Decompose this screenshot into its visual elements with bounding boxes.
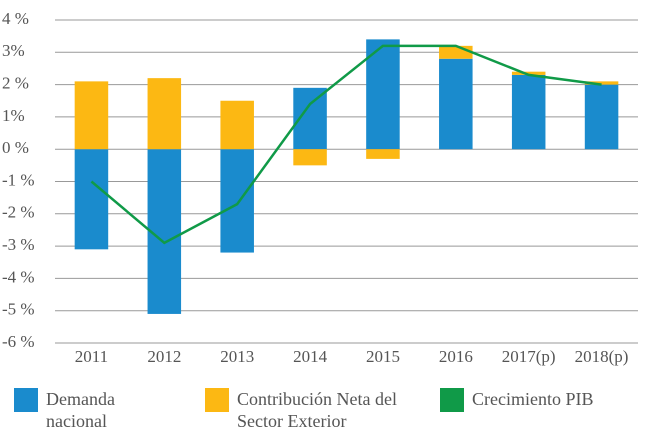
y-tick-label: -4 % [2, 267, 35, 286]
y-tick-label: -5 % [2, 300, 35, 319]
legend-item: Demanda nacional [14, 388, 164, 432]
legend-item: Contribución Neta del Sector Exterior [205, 388, 410, 432]
bar [439, 58, 473, 150]
legend-label: Contribución Neta del Sector Exterior [237, 389, 397, 431]
y-tick-label: 1% [2, 106, 25, 125]
y-tick-label: 4 % [2, 9, 29, 28]
bar [511, 71, 546, 75]
y-tick-label: 0 % [2, 138, 29, 157]
x-tick-label: 2016 [439, 347, 473, 366]
legend-swatch [440, 388, 464, 412]
bar [366, 39, 400, 150]
x-tick-label: 2018(p) [575, 347, 629, 366]
chart: 4 % 3% 2 % 1% 0 % -1 % -2 % -3 % -4 % -5 % -6 % 201… [2, 9, 638, 366]
x-tick-label: 2015 [366, 347, 400, 366]
x-tick-label: 2013 [220, 347, 254, 366]
y-tick-label: 3% [2, 41, 25, 60]
legend-label: Demanda nacional [46, 389, 115, 431]
bar [220, 100, 254, 150]
bar [439, 45, 473, 59]
y-tick-label: -3 % [2, 235, 35, 254]
bar [74, 81, 109, 150]
bar [511, 74, 546, 150]
x-tick-label: 2012 [147, 347, 181, 366]
x-tick-label: 2014 [293, 347, 328, 366]
legend: Demanda nacional Contribución Neta del Se… [0, 388, 651, 436]
legend-swatch [14, 388, 38, 412]
bar [584, 84, 619, 150]
line [90, 44, 602, 245]
bar [293, 149, 327, 166]
y-tick-label: -1 % [2, 170, 35, 189]
x-tick-label: 2017(p) [502, 347, 556, 366]
legend-swatch [205, 388, 229, 412]
y-tick-label: -2 % [2, 203, 35, 222]
legend-item: Crecimiento PIB [440, 388, 640, 412]
bar [147, 78, 182, 150]
y-tick-label: -6 % [2, 332, 35, 351]
bar [220, 149, 254, 253]
bar [584, 81, 619, 85]
bar [147, 149, 182, 314]
x-tick-label: 2011 [75, 347, 108, 366]
legend-label: Crecimiento PIB [472, 389, 594, 409]
y-tick-label: 2 % [2, 74, 29, 93]
bar [366, 149, 400, 159]
bar [74, 149, 109, 250]
